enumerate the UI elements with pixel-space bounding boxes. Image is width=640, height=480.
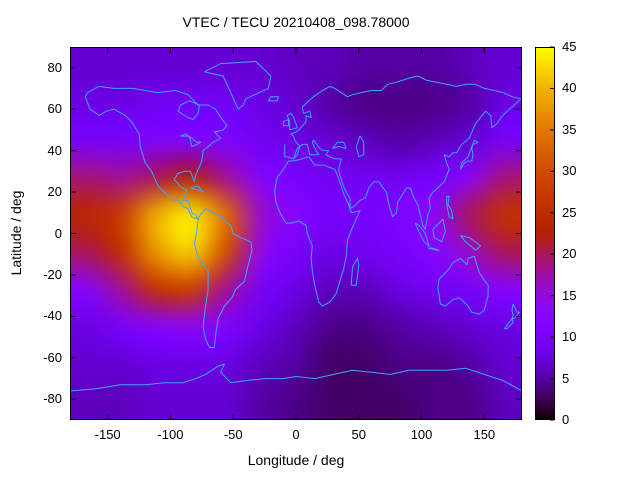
chart-title: VTEC / TECU 20210408_098.78000 (182, 14, 410, 30)
x-axis-label: Longitude / deg (247, 452, 345, 468)
y-tick-label: 80 (47, 59, 62, 75)
y-tick-label: 0 (54, 225, 62, 241)
colorbar-tick-label: 20 (562, 246, 577, 262)
colorbar-tick-label: 25 (562, 204, 577, 220)
x-tick-label: -150 (94, 427, 121, 442)
y-axis-label: Latitude / deg (8, 190, 24, 276)
x-tick-label: 100 (410, 427, 433, 442)
y-tick-label: 20 (47, 184, 62, 200)
x-tick-label: -100 (157, 427, 184, 442)
y-tick-label: 40 (47, 142, 62, 158)
colorbar-tick-label: 35 (562, 121, 577, 137)
y-tick-label: 60 (47, 101, 62, 117)
tec-heatmap (70, 47, 522, 420)
colorbar-tick-label: 40 (562, 80, 577, 96)
y-tick-label: -20 (43, 266, 62, 282)
y-tick-label: -60 (43, 349, 62, 365)
colorbar-tick-label: 45 (562, 39, 577, 54)
colorbar-tick-label: 0 (562, 412, 570, 427)
colorbar-gradient (535, 47, 555, 420)
x-tick-label: 0 (292, 427, 300, 442)
y-tick-label: -80 (43, 391, 62, 407)
x-tick-label: 50 (351, 427, 366, 442)
y-tick-label: -40 (43, 308, 62, 324)
colorbar-tick-label: 5 (562, 370, 570, 386)
x-tick-label: -50 (223, 427, 243, 442)
x-tick-label: 150 (473, 427, 496, 442)
colorbar-tick-label: 30 (562, 163, 577, 179)
colorbar-tick-label: 10 (562, 329, 577, 345)
colorbar-tick-label: 15 (562, 287, 577, 303)
